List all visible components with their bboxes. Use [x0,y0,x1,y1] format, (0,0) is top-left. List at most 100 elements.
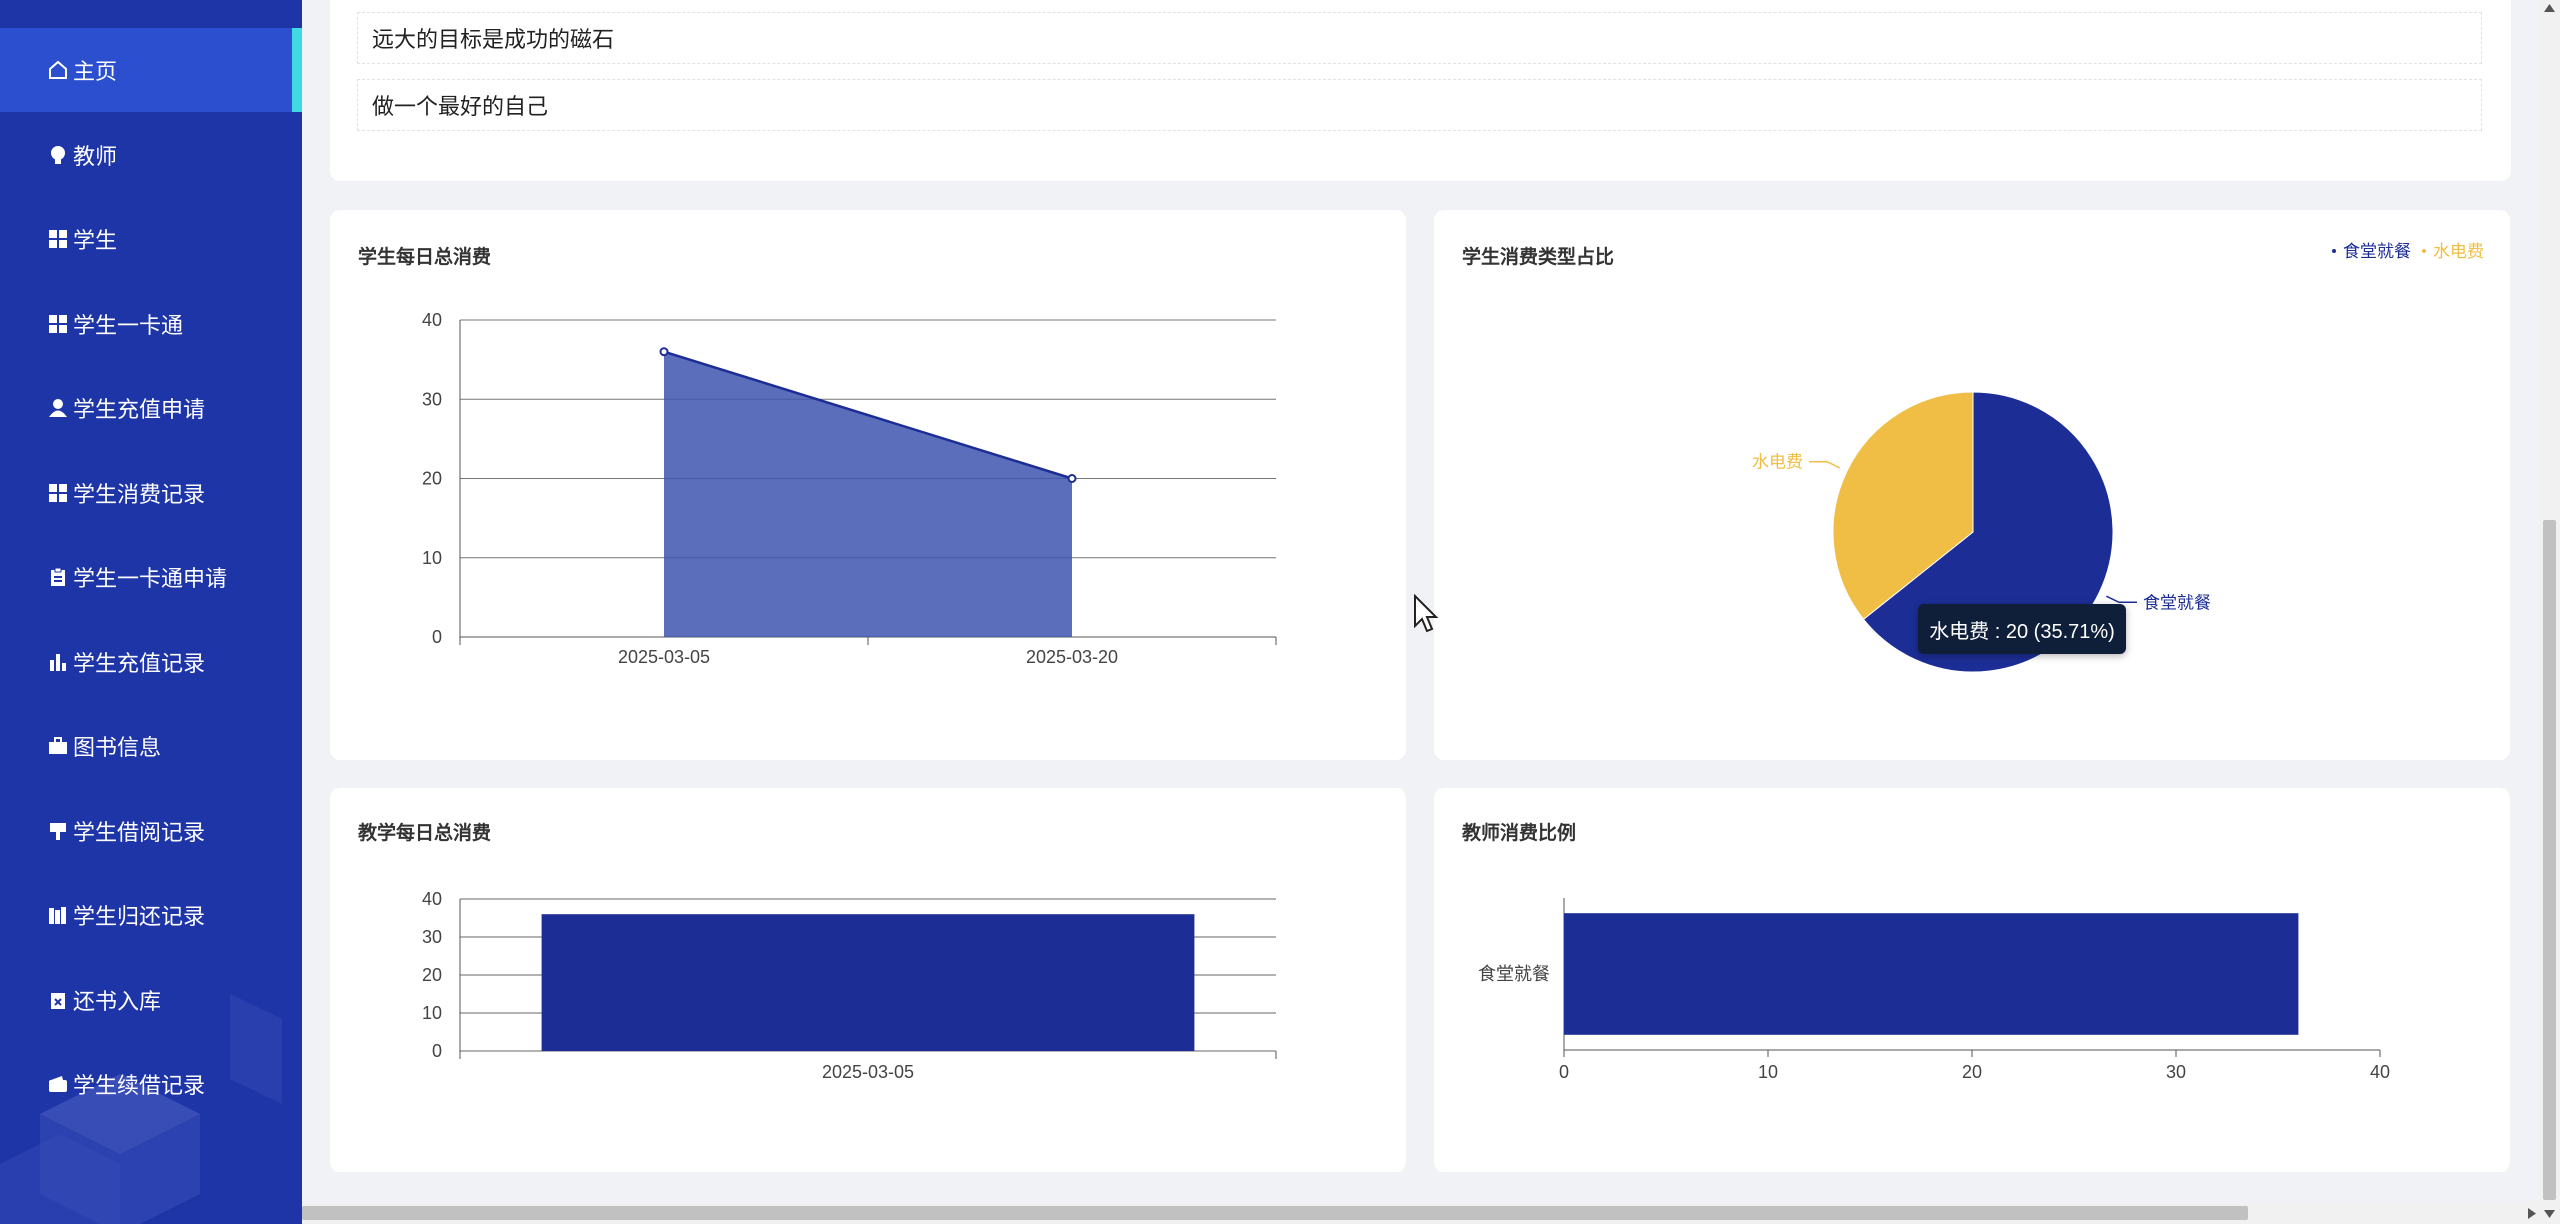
pie-label: 水电费 [1752,453,1803,472]
sidebar-item[interactable]: 学生 [0,197,302,281]
teaching-daily-chart: 0 10 20 30 40 2025-03-05 [422,889,1277,1082]
scroll-right-icon[interactable] [2528,1208,2536,1219]
sidebar-item[interactable]: 还书入库 [0,958,302,1042]
active-indicator [292,28,302,112]
scroll-down-icon[interactable] [2544,1210,2555,1218]
y-tick-label: 20 [422,965,442,985]
pie-label-line [2106,595,2137,604]
legend-label: 水电费 [2433,242,2484,261]
y-tick-label: 10 [422,1003,442,1023]
stamp-icon [47,820,69,842]
sidebar-item[interactable]: 学生充值申请 [0,366,302,450]
sidebar-item[interactable]: 学生充值记录 [0,620,302,704]
x-tick-label: 30 [2166,1062,2186,1082]
y-tick-label: 30 [422,389,442,409]
pie-slice [1832,391,1974,620]
scroll-up-icon[interactable] [2544,4,2555,12]
legend-marker [2332,249,2336,253]
sidebar-item-label: 学生续借记录 [73,1073,206,1098]
home-icon [47,59,69,81]
y-tick-label: 20 [422,469,442,489]
data-point [659,347,669,357]
sidebar-item-label: 学生充值申请 [73,397,206,422]
clipboard-x-icon [47,989,69,1011]
y-tick-label: 30 [422,927,442,947]
wallet-icon [47,1073,69,1095]
chart-title: 学生消费类型占比 [1462,247,1615,268]
x-tick-label: 40 [2370,1062,2390,1082]
bar [1564,913,2299,1035]
y-tick-label: 0 [432,627,442,647]
sidebar-item[interactable]: 学生借阅记录 [0,789,302,873]
sidebar-item-label: 学生一卡通申请 [73,566,228,591]
sidebar-item[interactable]: 学生一卡通 [0,282,302,366]
x-tick-label: 2025-03-05 [822,1062,914,1082]
chart-title: 学生每日总消费 [358,247,492,268]
teacher-ratio-chart: 0 10 20 30 40 食堂就餐 [1478,898,2390,1082]
horizontal-scrollbar[interactable] [302,1202,2539,1224]
sidebar-item[interactable]: 学生归还记录 [0,873,302,957]
sidebar-item-label: 学生消费记录 [73,481,206,507]
series-line [663,350,1073,480]
pie-slice [1862,391,2114,673]
sidebar-item[interactable]: 学生消费记录 [0,451,302,535]
student-daily-chart: 0 10 20 30 40 2025-03-05 2025-03-20 [422,310,1277,667]
motto-item: 做一个最好的自己 [357,79,2482,131]
sidebar-item-label: 还书入库 [73,988,162,1014]
horizontal-scroll-thumb[interactable] [302,1206,2248,1220]
y-tick-label: 食堂就餐 [1478,964,1550,984]
user-icon [47,397,69,419]
sidebar-item[interactable]: 主页 [0,28,302,112]
sidebar: 主页教师学生学生一卡通学生充值申请 学生消费记录 学生一卡通申请 学生充值记录 图书信息… [0,0,302,1224]
x-tick-label: 2025-03-20 [1026,647,1118,667]
x-tick-label: 10 [1758,1062,1778,1082]
sidebar-item-label: 图书信息 [73,735,162,760]
area-fill [664,351,1072,637]
x-tick-label: 2025-03-05 [618,647,710,667]
sidebar-item-label: 学生一卡通 [73,312,184,338]
y-tick-label: 0 [432,1041,442,1061]
teacher-ratio-card: 教师消费比例 0 10 20 30 40 食堂就餐 [1434,788,2510,1172]
data-point [1067,474,1077,483]
motto-item: 远大的目标是成功的磁石 [357,12,2482,64]
x-tick-label: 0 [1559,1062,1569,1082]
sidebar-item-label: 学生借阅记录 [73,819,206,845]
mouse-cursor-icon [1414,594,1439,633]
y-tick-label: 10 [422,548,442,568]
vertical-scrollbar[interactable] [2539,0,2560,1224]
briefcase-icon [47,735,69,757]
student-type-card: 学生消费类型占比 食堂就餐 水电费 食堂就餐 水电费 [1434,210,2510,760]
x-tick-label: 20 [1962,1062,1982,1082]
bar [541,914,1195,1051]
motto-text: 做一个最好的自己 [372,94,549,119]
sidebar-item-label: 学生 [73,228,118,253]
sidebar-decoration [0,994,282,1224]
legend-label: 食堂就餐 [2343,242,2411,261]
sidebar-item-label: 学生归还记录 [73,904,206,929]
student-daily-card: 学生每日总消费 0 10 20 30 40 2025-03-05 2025-03-20 [330,210,1406,760]
pie-label: 食堂就餐 [2143,593,2211,612]
grid-icon [47,313,69,335]
chart-title: 教师消费比例 [1462,823,1577,844]
sidebar-item[interactable]: 图书信息 [0,704,302,788]
y-tick-label: 40 [422,889,442,909]
pie-label-line [1809,460,1840,469]
sidebar-item-label: 教师 [73,143,118,169]
sidebar-item-label: 学生充值记录 [73,650,206,676]
teaching-daily-card: 教学每日总消费 0 10 20 30 40 2025-03-05 [330,788,1406,1172]
bulb-icon [47,144,69,166]
grid-icon [47,482,69,504]
grid-icon [47,228,69,250]
books-icon [47,904,69,926]
vertical-scroll-thumb[interactable] [2543,520,2556,1200]
sidebar-item[interactable]: 学生续借记录 [0,1042,302,1126]
sidebar-item[interactable]: 学生一卡通申请 [0,535,302,619]
bar-chart-icon [47,651,69,673]
chart-title: 教学每日总消费 [358,823,492,844]
legend-marker [2422,249,2426,253]
y-tick-label: 40 [422,310,442,330]
chart-tooltip: 水电费 : 20 (35.71%) [1918,604,2126,654]
sidebar-item[interactable]: 教师 [0,113,302,197]
clipboard-icon [47,566,69,588]
